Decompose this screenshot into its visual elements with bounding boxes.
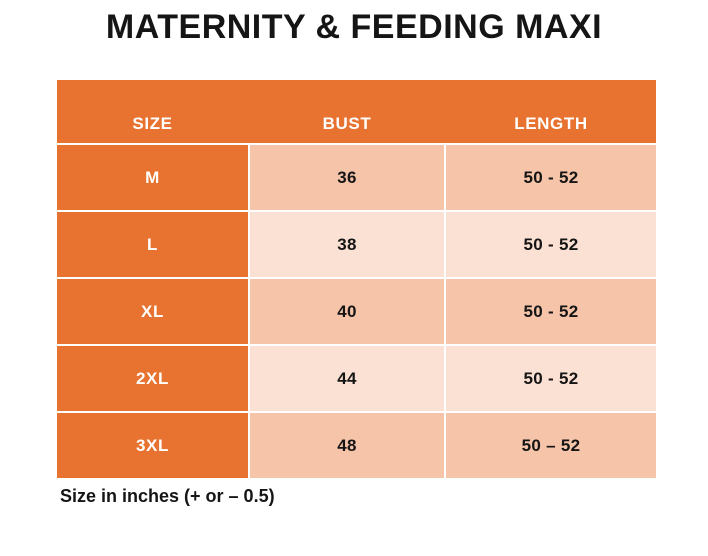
length-cell: 50 - 52 — [446, 346, 656, 411]
size-cell: M — [57, 145, 248, 210]
table-header-row: SIZE BUST LENGTH — [57, 80, 656, 143]
length-cell: 50 - 52 — [446, 145, 656, 210]
size-note: Size in inches (+ or – 0.5) — [60, 486, 275, 506]
bust-cell: 48 — [250, 413, 444, 478]
table-body: M 36 50 - 52 L 38 50 - 52 XL 40 50 - 52 … — [57, 145, 656, 478]
length-cell: 50 – 52 — [446, 413, 656, 478]
table-row-l: L 38 50 - 52 — [57, 212, 656, 277]
bust-cell: 40 — [250, 279, 444, 344]
table-row-2xl: 2XL 44 50 - 52 — [57, 346, 656, 411]
page-title: MATERNITY & FEEDING MAXI — [105, 8, 603, 46]
column-header-bust: BUST — [322, 113, 372, 133]
length-cell: 50 - 52 — [446, 212, 656, 277]
size-cell: 3XL — [57, 413, 248, 478]
size-cell: 2XL — [57, 346, 248, 411]
size-cell: L — [57, 212, 248, 277]
bust-cell: 44 — [250, 346, 444, 411]
table-row-xl: XL 40 50 - 52 — [57, 279, 656, 344]
table-row-m: M 36 50 - 52 — [57, 145, 656, 210]
size-cell: XL — [57, 279, 248, 344]
column-header-size: SIZE — [132, 113, 173, 133]
bust-cell: 36 — [250, 145, 444, 210]
table-row-3xl: 3XL 48 50 – 52 — [57, 413, 656, 478]
column-header-length: LENGTH — [514, 113, 588, 133]
bust-cell: 38 — [250, 212, 444, 277]
size-chart-table: SIZE BUST LENGTH M 36 50 - 52 L 38 50 - … — [57, 80, 656, 478]
length-cell: 50 - 52 — [446, 279, 656, 344]
